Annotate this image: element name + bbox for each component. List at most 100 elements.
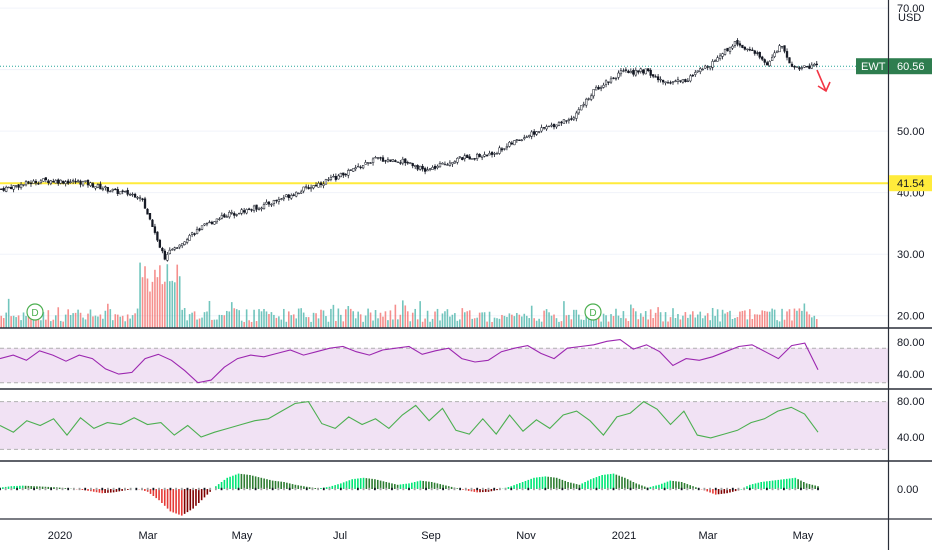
volume-bar	[732, 319, 734, 328]
candle-body	[523, 138, 525, 139]
volume-bar	[799, 308, 801, 328]
candle-body	[489, 153, 491, 155]
candle-body	[95, 187, 97, 189]
volume-bar	[67, 309, 69, 328]
candle-body	[228, 212, 230, 217]
volume-bar	[412, 313, 414, 328]
candle-body	[583, 104, 585, 105]
volume-bar	[0, 316, 2, 328]
osc1-axis[interactable]: 80.00 40.00	[897, 337, 925, 381]
candle-body	[746, 49, 748, 50]
volume-bar	[271, 312, 273, 328]
volume-bar	[796, 311, 798, 328]
momentum-bar	[269, 480, 271, 489]
volume-bar	[385, 311, 387, 328]
momentum-bar	[783, 479, 785, 489]
momentum-bar	[383, 481, 385, 489]
level-price-label: 41.54	[897, 178, 925, 190]
volume-bar	[77, 310, 79, 328]
volume-bar	[789, 309, 791, 328]
volume-bar	[402, 300, 404, 328]
candle-body	[347, 170, 349, 175]
momentum-zero-dot	[317, 488, 319, 490]
candle-body	[216, 219, 218, 222]
volume-bar	[447, 309, 449, 328]
osc1-tick-40: 40.00	[897, 369, 925, 381]
volume-bar	[370, 312, 372, 328]
momentum-bar	[175, 489, 177, 514]
volume-bar	[62, 322, 64, 328]
momentum-axis[interactable]: 0.00	[897, 484, 918, 496]
candle-body	[729, 47, 731, 51]
volume-bar	[23, 312, 25, 328]
candle-body	[271, 204, 273, 205]
volume-bar	[226, 311, 228, 328]
volume-bar	[605, 315, 607, 328]
candle-body	[352, 169, 354, 172]
momentum-zero-dot	[686, 488, 688, 490]
osc2-axis[interactable]: 80.00 40.00	[897, 396, 925, 444]
candle-body	[536, 132, 538, 135]
candle-body	[727, 48, 729, 51]
candle-body	[325, 180, 327, 185]
volume-bar	[97, 317, 99, 328]
momentum-zero-dot	[170, 488, 172, 490]
volume-bar	[739, 312, 741, 328]
momentum-bar	[249, 475, 251, 489]
candle-body	[142, 199, 144, 200]
volume-bar	[514, 316, 516, 328]
candle-body	[144, 199, 146, 209]
volume-bar	[372, 321, 374, 328]
candle-body	[129, 194, 131, 195]
indicator-pane-1[interactable]	[0, 340, 888, 383]
volume-bar	[251, 322, 253, 328]
momentum-zero-dot	[204, 488, 206, 490]
indicator-pane-2[interactable]	[0, 402, 888, 450]
candle-body	[300, 192, 302, 193]
volume-bar	[137, 309, 139, 328]
momentum-zero-dot	[67, 488, 69, 490]
volume-bar	[303, 313, 305, 328]
volume-bar	[55, 315, 57, 328]
volume-bar	[129, 319, 131, 328]
momentum-zero-dot	[209, 488, 211, 490]
momentum-zero-dot	[113, 488, 115, 490]
volume-bar	[543, 311, 545, 328]
momentum-zero-dot	[164, 488, 166, 490]
momentum-zero-dot	[522, 488, 524, 490]
momentum-bar	[82, 489, 84, 490]
candle-body	[18, 185, 20, 188]
momentum-bar	[530, 479, 532, 489]
momentum-bar	[590, 479, 592, 489]
momentum-bar	[99, 489, 101, 493]
volume-bar	[333, 305, 335, 328]
volume-bar	[340, 315, 342, 328]
candle-body	[476, 154, 478, 158]
volume-bar	[707, 313, 709, 328]
momentum-bar	[187, 489, 189, 512]
momentum-bar	[189, 489, 191, 510]
volume-bar	[538, 319, 540, 328]
candle-body	[320, 183, 322, 185]
volume-bar	[139, 263, 141, 328]
momentum-zero-dot	[79, 488, 81, 490]
momentum-bar	[712, 489, 714, 494]
candle-body	[211, 222, 213, 224]
candle-body	[149, 213, 151, 219]
volume-bar	[491, 322, 493, 328]
candle-body	[816, 64, 818, 65]
volume-bar	[419, 301, 421, 328]
momentum-pane[interactable]	[0, 474, 819, 516]
volume-bar	[380, 313, 382, 328]
momentum-zero-dot	[323, 488, 325, 490]
momentum-tick-zero: 0.00	[897, 484, 918, 496]
momentum-zero-dot	[618, 488, 620, 490]
volume-bar	[496, 318, 498, 328]
candle-body	[122, 191, 124, 192]
osc2-tick-80: 80.00	[897, 396, 925, 408]
